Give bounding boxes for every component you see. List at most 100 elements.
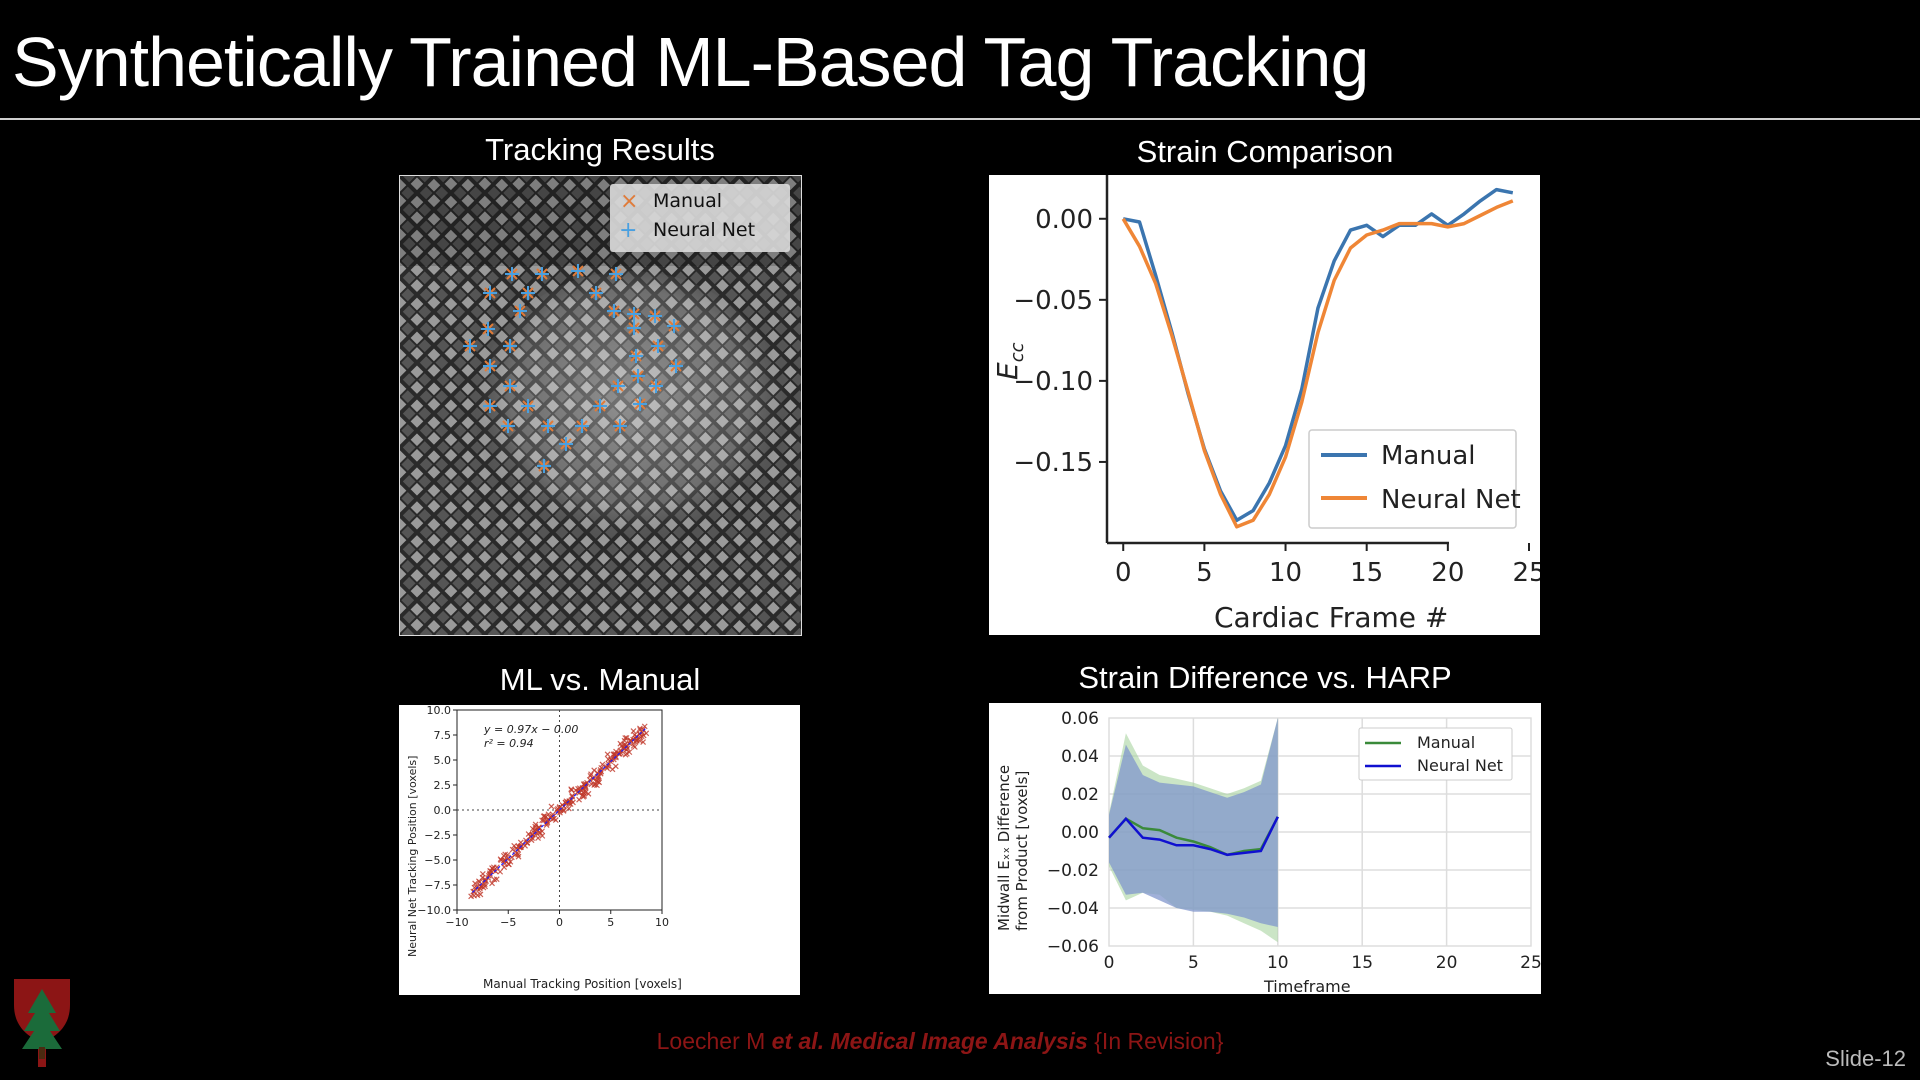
harp-ytick-label: 0.06 xyxy=(1061,709,1099,729)
fit-r-squared: r² = 0.94 xyxy=(484,737,534,750)
citation-journal: . Medical Image Analysis xyxy=(817,1028,1088,1054)
scatter-ytick-label: 2.5 xyxy=(434,779,452,792)
tracked-point xyxy=(483,286,497,300)
scatter-point xyxy=(613,748,619,755)
tracked-point xyxy=(669,359,683,373)
scatter-point xyxy=(500,852,507,859)
scatter-point xyxy=(574,788,581,795)
scatter-point xyxy=(505,861,512,868)
scatter-point xyxy=(630,728,637,734)
scatter-xtick-label: −10 xyxy=(445,916,468,929)
ml-vs-manual-title: ML vs. Manual xyxy=(499,662,701,697)
strain-comparison-chart: 0 5 10 15 20 25 0.00 −0.05 −0.10 −0.15 Manual Neu… xyxy=(989,175,1540,635)
scatter-point xyxy=(547,814,554,821)
scatter-xtick-label: 0 xyxy=(556,916,563,929)
tracked-point xyxy=(571,264,585,278)
strain-difference-chart: 0 5 10 15 20 25 0.06 0.04 0.02 0.00 −0.02 −0.04 −0.0… xyxy=(989,703,1541,994)
scatter-point xyxy=(585,790,592,797)
citation-etal: et al xyxy=(771,1028,818,1054)
tracked-point xyxy=(521,286,535,300)
scatter-point xyxy=(563,798,570,805)
scatter-ytick-label: 10.0 xyxy=(427,705,452,717)
tracking-legend xyxy=(610,184,790,252)
tracked-point xyxy=(589,286,603,300)
scatter-point xyxy=(569,792,576,799)
harp-xtick-label: 20 xyxy=(1436,953,1458,973)
tracking-results-image: × Manual + Neural Net xyxy=(399,175,802,636)
tracked-point xyxy=(483,359,497,373)
strain-xtick-label: 5 xyxy=(1196,558,1213,588)
scatter-point xyxy=(536,824,542,831)
scatter-point xyxy=(637,725,643,732)
harp-ylabel-line2: from Product [voxels] xyxy=(1013,771,1031,931)
heart-region xyxy=(475,271,785,551)
tracked-point xyxy=(611,379,625,393)
scatter-point xyxy=(548,803,555,810)
tree-icon xyxy=(22,989,62,1049)
scatter-point xyxy=(591,782,598,788)
harp-ytick-label: 0.00 xyxy=(1061,823,1099,843)
tracked-point xyxy=(613,419,627,433)
scatter-point xyxy=(545,811,552,818)
harp-ytick-label: −0.02 xyxy=(1047,861,1099,881)
tracked-point xyxy=(631,369,645,383)
harp-xlabel: Timeframe xyxy=(1263,977,1351,994)
harp-line-manual xyxy=(1108,816,1279,857)
scatter-point xyxy=(491,876,498,883)
scatter-point xyxy=(554,807,560,813)
title-divider xyxy=(0,118,1920,120)
tracked-point xyxy=(649,379,663,393)
tracked-point xyxy=(463,339,477,353)
neural-marker-icon: + xyxy=(619,218,637,243)
tracking-legend-neural: Neural Net xyxy=(653,219,755,241)
tracked-point xyxy=(513,304,527,318)
harp-ytick-label: 0.04 xyxy=(1061,747,1099,767)
scatter-point xyxy=(517,839,524,846)
scatter-xlabel: Manual Tracking Position [voxels] xyxy=(483,977,682,991)
tracked-point xyxy=(627,307,641,321)
scatter-point xyxy=(540,817,547,824)
scatter-point xyxy=(528,837,535,844)
harp-ytick-label: 0.02 xyxy=(1061,785,1099,805)
tracked-point xyxy=(503,339,517,353)
scatter-ylabel: Neural Net Tracking Position [voxels] xyxy=(406,756,419,957)
tracking-markers xyxy=(463,264,683,473)
strain-xtick-label: 10 xyxy=(1269,558,1302,588)
tracked-point xyxy=(633,397,647,411)
scatter-point xyxy=(476,885,483,892)
harp-band-neural xyxy=(1109,718,1278,927)
scatter-ytick-label: −7.5 xyxy=(424,879,451,892)
scatter-point xyxy=(594,770,601,776)
strain-xtick-label: 20 xyxy=(1431,558,1464,588)
scatter-point xyxy=(569,793,576,800)
harp-xtick-label: 0 xyxy=(1104,953,1115,973)
scatter-point xyxy=(472,880,479,887)
citation-authors: Loecher M xyxy=(656,1028,772,1054)
tracked-point xyxy=(501,419,515,433)
scatter-point xyxy=(612,763,619,770)
ml-vs-manual-chart: −10 −5 0 5 10 10.0 7.5 5.0 2.5 0.0 −2.5 −5.0 −7.5 −10… xyxy=(399,705,800,995)
harp-xtick-label: 15 xyxy=(1351,953,1373,973)
strain-difference-harp-title: Strain Difference vs. HARP xyxy=(1078,660,1452,695)
tracked-point xyxy=(535,267,549,281)
harp-ylabel-line1: Midwall Eₓₓ Difference xyxy=(995,765,1013,931)
harp-ytick-label: −0.04 xyxy=(1047,899,1099,919)
scatter-point xyxy=(631,744,638,750)
tracked-point xyxy=(575,419,589,433)
tracked-point xyxy=(481,322,495,336)
strain-ytick-label: 0.00 xyxy=(1035,205,1093,235)
harp-xtick-label: 10 xyxy=(1267,953,1289,973)
scatter-point xyxy=(539,828,546,835)
tracked-point xyxy=(521,399,535,413)
stanford-logo xyxy=(10,975,74,1076)
scatter-xtick-label: −5 xyxy=(500,916,516,929)
tracked-point xyxy=(483,399,497,413)
scatter-point xyxy=(567,801,574,807)
harp-xtick-label: 5 xyxy=(1188,953,1199,973)
scatter-point xyxy=(611,754,617,761)
scatter-point xyxy=(604,751,611,758)
scatter-point xyxy=(535,835,541,841)
strain-legend-manual: Manual xyxy=(1381,441,1475,471)
strain-ytick-label: −0.05 xyxy=(1013,286,1093,316)
scatter-point xyxy=(509,846,516,853)
